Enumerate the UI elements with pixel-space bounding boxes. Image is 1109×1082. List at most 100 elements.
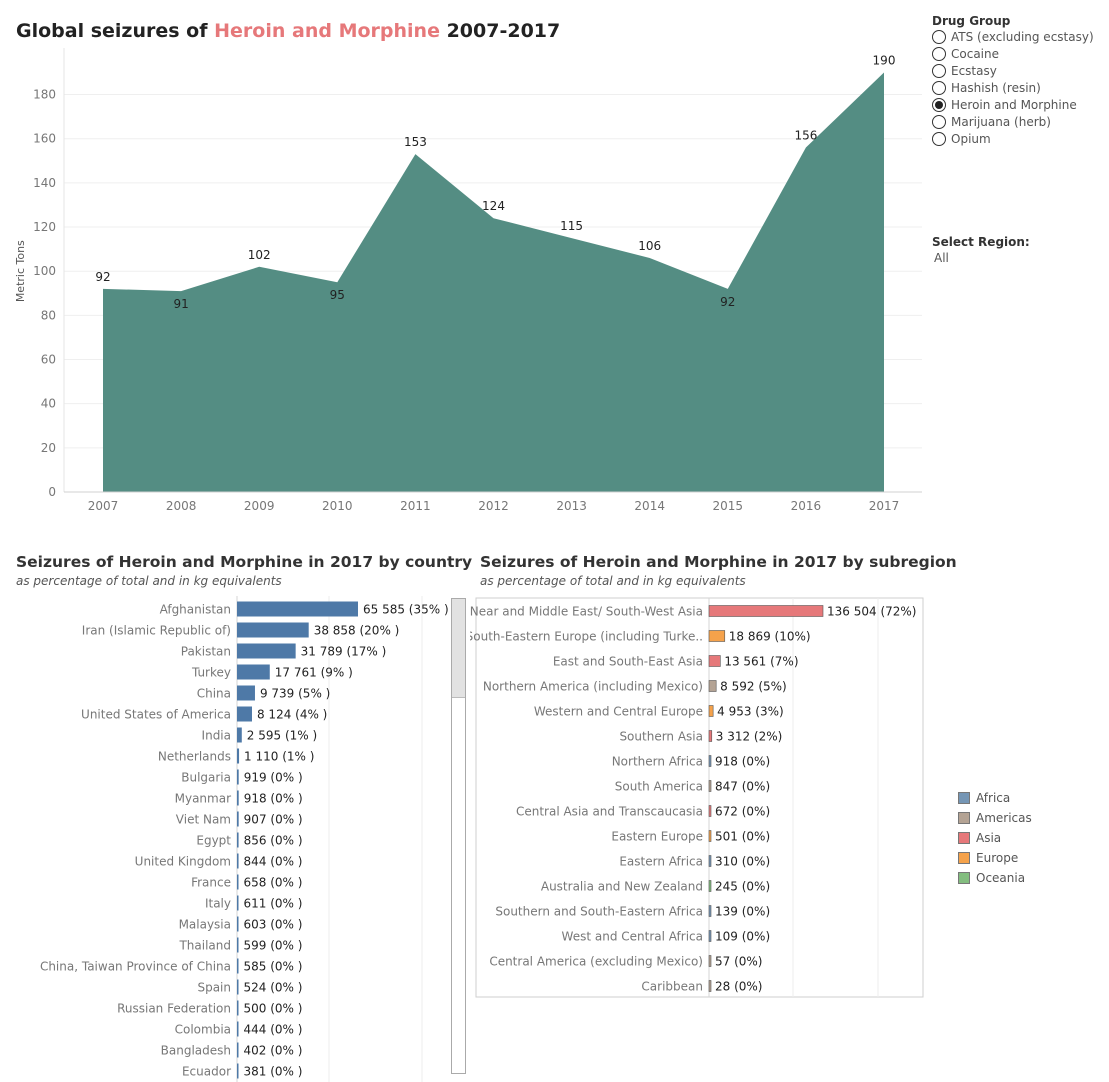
country-category-label: Viet Nam	[176, 813, 231, 827]
country-bar[interactable]	[237, 790, 239, 806]
subregion-category-label: Central Asia and Transcaucasia	[516, 805, 703, 819]
subregion-bar[interactable]	[708, 755, 712, 767]
subregion-bar[interactable]	[708, 680, 717, 692]
country-bar[interactable]	[237, 1000, 239, 1016]
subregion-bar[interactable]	[708, 880, 712, 892]
area-x-tick-label: 2007	[88, 499, 119, 513]
country-bar[interactable]	[237, 937, 239, 953]
legend-item[interactable]: Oceania	[958, 868, 1032, 888]
legend-item[interactable]: Asia	[958, 828, 1032, 848]
drug-option-label: ATS (excluding ecstasy)	[951, 29, 1094, 44]
country-bar[interactable]	[237, 706, 252, 722]
country-scrollbar[interactable]	[451, 598, 466, 1074]
drug-group-radio-list: ATS (excluding ecstasy) Cocaine Ecstasy Has…	[932, 28, 1102, 147]
radio-button[interactable]	[932, 97, 946, 112]
country-value-label: 444 (0% )	[244, 1023, 303, 1037]
subregion-bar[interactable]	[708, 630, 726, 642]
country-bar[interactable]	[237, 1042, 239, 1058]
subregion-bar[interactable]	[708, 730, 713, 742]
legend-label: Europe	[976, 851, 1019, 865]
country-category-label: Thailand	[178, 939, 231, 953]
country-bar[interactable]	[237, 622, 309, 638]
radio-button[interactable]	[932, 46, 946, 61]
area-y-tick-label: 60	[41, 353, 56, 367]
country-category-label: Netherlands	[158, 750, 231, 764]
drug-option-label: Cocaine	[951, 46, 999, 61]
subregion-bar[interactable]	[708, 955, 712, 967]
country-value-label: 500 (0% )	[244, 1002, 303, 1016]
subregion-value-label: 501 (0%)	[715, 830, 770, 844]
country-value-label: 65 585 (35% )	[363, 603, 449, 617]
subregion-bar[interactable]	[708, 805, 712, 817]
country-bar[interactable]	[237, 958, 239, 974]
country-bar[interactable]	[237, 748, 240, 764]
radio-button[interactable]	[932, 131, 946, 146]
area-x-tick-label: 2008	[166, 499, 197, 513]
radio-button[interactable]	[932, 29, 946, 44]
region-dropdown[interactable]: All	[934, 251, 949, 265]
subregion-value-label: 4 953 (3%)	[717, 705, 784, 719]
drug-option[interactable]: Ecstasy	[932, 62, 1102, 79]
radio-button[interactable]	[932, 80, 946, 95]
legend-swatch	[958, 832, 970, 844]
radio-button[interactable]	[932, 63, 946, 78]
country-bar[interactable]	[237, 916, 239, 932]
country-bar[interactable]	[237, 1021, 239, 1037]
subregion-bar[interactable]	[708, 605, 824, 617]
subregion-bar[interactable]	[708, 830, 712, 842]
drug-option[interactable]: ATS (excluding ecstasy)	[932, 28, 1102, 45]
country-bar[interactable]	[237, 769, 239, 785]
select-region-label: Select Region:	[932, 235, 1030, 249]
country-bar[interactable]	[237, 811, 239, 827]
subregion-value-label: 18 869 (10%)	[729, 630, 811, 644]
subregion-bar[interactable]	[708, 780, 712, 792]
subregion-category-label: West and Central Africa	[562, 930, 703, 944]
country-value-label: 603 (0% )	[244, 918, 303, 932]
radio-button[interactable]	[932, 114, 946, 129]
legend-item[interactable]: Americas	[958, 808, 1032, 828]
country-bar[interactable]	[237, 895, 239, 911]
drug-option[interactable]: Cocaine	[932, 45, 1102, 62]
area-y-axis: 0 20 40 60 80 100 120 140 160 180	[33, 48, 65, 499]
country-category-label: India	[202, 729, 231, 743]
country-bar[interactable]	[237, 643, 296, 659]
legend-label: Oceania	[976, 871, 1026, 885]
subregion-value-label: 139 (0%)	[715, 905, 770, 919]
drug-option-label: Ecstasy	[951, 63, 997, 78]
country-bar[interactable]	[237, 601, 358, 617]
subregion-bar[interactable]	[708, 980, 712, 992]
country-scrollbar-thumb[interactable]	[452, 599, 465, 698]
country-bar[interactable]	[237, 979, 239, 995]
country-bar[interactable]	[237, 853, 239, 869]
country-bar[interactable]	[237, 874, 239, 890]
subregion-value-label: 672 (0%)	[715, 805, 770, 819]
subregion-category-label: Caribbean	[641, 980, 703, 994]
country-bar[interactable]	[237, 832, 239, 848]
country-category-label: United States of America	[81, 708, 231, 722]
subregion-bar[interactable]	[708, 905, 712, 917]
area-x-axis: 2007 2008 2009 2010 2011 2012 2013 2014 2015 2016…	[64, 491, 922, 513]
drug-option[interactable]: Hashish (resin)	[932, 79, 1102, 96]
drug-option[interactable]: Marijuana (herb)	[932, 113, 1102, 130]
title-drug: Heroin and Morphine	[214, 20, 440, 42]
country-category-label: Bulgaria	[181, 771, 231, 785]
subregion-category-label: South America	[615, 780, 703, 794]
drug-option[interactable]: Opium	[932, 130, 1102, 147]
country-bar[interactable]	[237, 727, 242, 743]
country-value-label: 524 (0% )	[244, 981, 303, 995]
legend-item[interactable]: Europe	[958, 848, 1032, 868]
country-value-label: 9 739 (5% )	[260, 687, 330, 701]
area-data-label: 124	[482, 199, 505, 213]
legend-item[interactable]: Africa	[958, 788, 1032, 808]
country-bar[interactable]	[237, 685, 255, 701]
area-y-tick-label: 160	[33, 132, 56, 146]
country-value-label: 1 110 (1% )	[244, 750, 314, 764]
subregion-bar[interactable]	[708, 655, 721, 667]
drug-option[interactable]: Heroin and Morphine	[932, 96, 1102, 113]
subregion-bar[interactable]	[708, 855, 712, 867]
subregion-bar[interactable]	[708, 930, 712, 942]
country-bar[interactable]	[237, 1063, 239, 1079]
country-bar[interactable]	[237, 664, 270, 680]
subregion-bar[interactable]	[708, 705, 714, 717]
drug-group-label: Drug Group	[932, 14, 1011, 28]
